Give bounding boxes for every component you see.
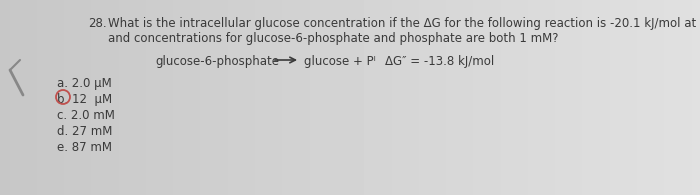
Text: What is the intracellular glucose concentration if the ΔG for the following reac: What is the intracellular glucose concen… [108, 17, 700, 30]
Text: ΔG″ = -13.8 kJ/mol: ΔG″ = -13.8 kJ/mol [385, 55, 494, 68]
Text: and concentrations for glucose-6-phosphate and phosphate are both 1 mM?: and concentrations for glucose-6-phospha… [108, 32, 559, 45]
Text: b. 12  μM: b. 12 μM [57, 93, 112, 106]
Text: glucose + Pᴵ: glucose + Pᴵ [304, 55, 376, 68]
Text: 28.: 28. [88, 17, 106, 30]
Text: glucose-6-phosphate: glucose-6-phosphate [155, 55, 279, 68]
Text: a. 2.0 μM: a. 2.0 μM [57, 77, 112, 90]
Text: d. 27 mM: d. 27 mM [57, 125, 113, 138]
Text: c. 2.0 mM: c. 2.0 mM [57, 109, 115, 122]
Text: e. 87 mM: e. 87 mM [57, 141, 112, 154]
